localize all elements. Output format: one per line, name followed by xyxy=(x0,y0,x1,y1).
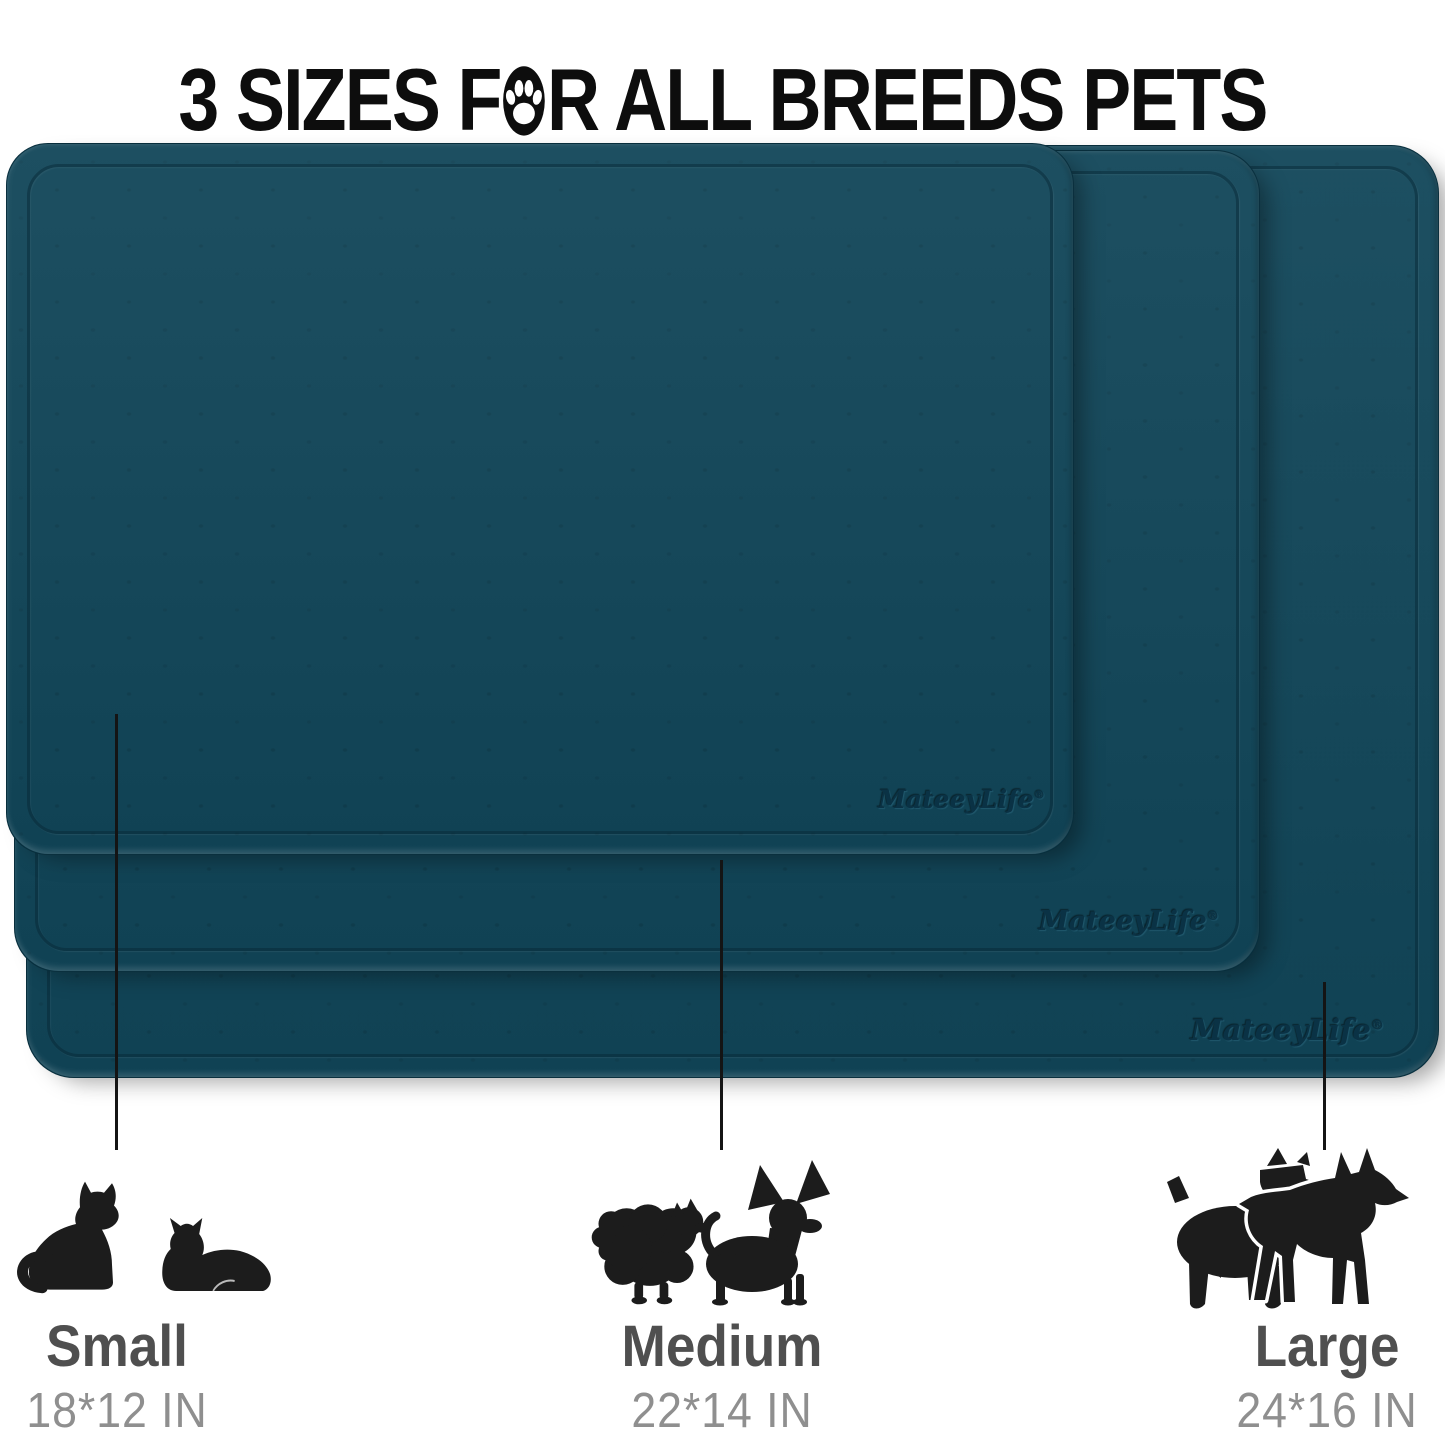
size-dimensions: 22*14 IN xyxy=(631,1381,813,1430)
pet-mat-small: MateeyLife® xyxy=(6,143,1074,855)
registered-trademark: ® xyxy=(1370,1018,1384,1034)
size-name: Medium xyxy=(621,1312,823,1379)
registered-trademark: ® xyxy=(1033,787,1045,802)
size-name: Small xyxy=(46,1312,188,1379)
size-label-large: Large 24*16 IN xyxy=(1167,1312,1445,1430)
registered-trademark: ® xyxy=(1206,909,1219,923)
chihuahua-icon xyxy=(701,1160,830,1306)
size-name: Large xyxy=(1254,1312,1400,1379)
size-callout-line-small xyxy=(115,714,118,1150)
size-dimensions: 18*12 IN xyxy=(26,1381,208,1430)
cat-lying-icon xyxy=(162,1218,271,1292)
size-label-small: Small 18*12 IN xyxy=(0,1312,277,1430)
pomeranian-icon xyxy=(591,1198,711,1305)
title-text-before: 3 SIZES F xyxy=(178,49,502,150)
size-callout-line-large xyxy=(1323,982,1326,1150)
paw-print-icon xyxy=(502,66,545,136)
brand-name-text: MateeyLife xyxy=(1038,906,1207,937)
large-size-animals xyxy=(1167,1144,1413,1309)
cat-sitting-icon xyxy=(17,1181,119,1294)
size-callout-line-medium xyxy=(720,860,723,1150)
brand-logo: MateeyLife® xyxy=(1191,1013,1384,1047)
size-label-medium: Medium 22*14 IN xyxy=(562,1312,882,1430)
brand-name-text: MateeyLife xyxy=(1190,1013,1371,1047)
brand-logo: MateeyLife® xyxy=(878,785,1045,814)
mat-ridge xyxy=(27,164,1053,834)
title-text-after: R ALL BREEDS PETS xyxy=(547,49,1268,150)
size-dimensions: 24*16 IN xyxy=(1236,1381,1418,1430)
doberman-icon xyxy=(1235,1144,1413,1308)
small-size-animals xyxy=(17,1181,271,1294)
brand-logo: MateeyLife® xyxy=(1039,906,1219,937)
medium-size-animals xyxy=(591,1160,830,1306)
brand-name-text: MateeyLife xyxy=(878,785,1034,814)
